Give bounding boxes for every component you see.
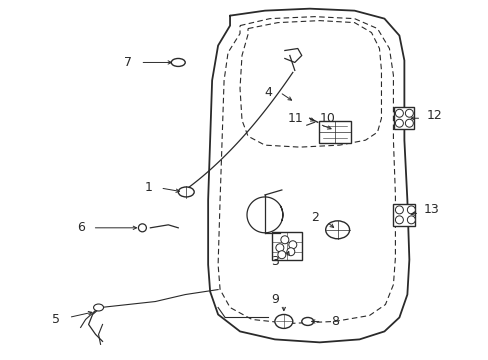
Ellipse shape <box>325 221 349 239</box>
Bar <box>318 121 350 143</box>
Ellipse shape <box>171 58 185 67</box>
Text: 3: 3 <box>270 255 278 268</box>
Text: 4: 4 <box>264 86 271 99</box>
Text: 9: 9 <box>270 293 278 306</box>
Text: 13: 13 <box>423 203 438 216</box>
Bar <box>271 232 301 260</box>
Circle shape <box>395 206 403 214</box>
Circle shape <box>275 244 283 252</box>
Text: 6: 6 <box>77 221 84 234</box>
Circle shape <box>286 248 294 256</box>
Ellipse shape <box>301 318 313 325</box>
Text: 12: 12 <box>426 109 441 122</box>
Text: 7: 7 <box>124 56 132 69</box>
Circle shape <box>405 119 412 127</box>
Text: 11: 11 <box>287 112 303 125</box>
Bar <box>393 204 414 226</box>
Circle shape <box>407 206 414 214</box>
Circle shape <box>407 216 414 224</box>
Text: 10: 10 <box>319 112 335 125</box>
Ellipse shape <box>274 315 292 328</box>
Circle shape <box>405 109 412 117</box>
Text: 8: 8 <box>330 315 338 328</box>
Circle shape <box>395 119 403 127</box>
Ellipse shape <box>178 187 194 197</box>
Circle shape <box>277 251 285 259</box>
Ellipse shape <box>93 304 103 311</box>
Bar <box>394 107 413 129</box>
Text: 1: 1 <box>144 181 152 194</box>
Circle shape <box>395 109 403 117</box>
Text: 5: 5 <box>52 313 60 326</box>
Circle shape <box>288 241 296 249</box>
Circle shape <box>395 216 403 224</box>
Ellipse shape <box>138 224 146 232</box>
Text: 2: 2 <box>310 211 318 224</box>
Circle shape <box>280 236 288 244</box>
